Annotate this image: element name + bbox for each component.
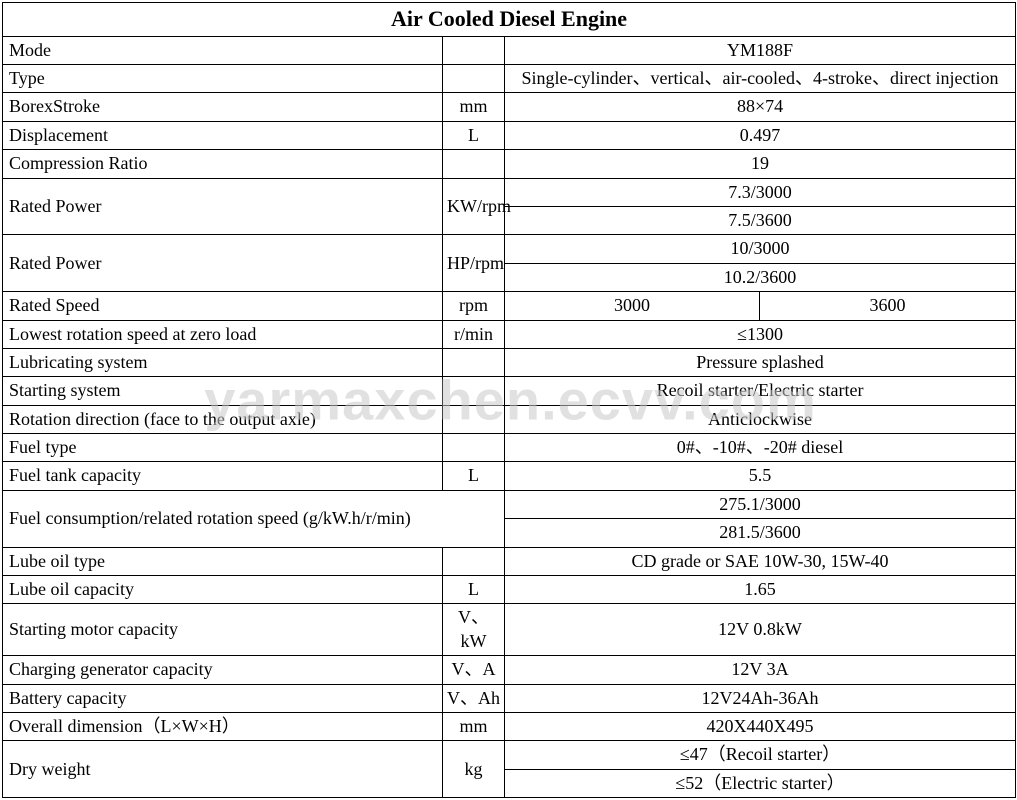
spec-value: 3000 xyxy=(505,292,760,320)
spec-label: Lube oil capacity xyxy=(3,576,443,604)
spec-label: Starting motor capacity xyxy=(3,604,443,656)
spec-label: Battery capacity xyxy=(3,684,443,712)
spec-value: 12V 3A xyxy=(505,656,1016,684)
spec-label: Fuel type xyxy=(3,434,443,462)
spec-label: Fuel consumption/related rotation speed … xyxy=(3,490,505,547)
spec-label: Lubricating system xyxy=(3,348,443,376)
spec-value: ≤47（Recoil starter） xyxy=(505,741,1016,769)
spec-value: Anticlockwise xyxy=(505,405,1016,433)
spec-unit xyxy=(443,405,505,433)
spec-unit: HP/rpm xyxy=(443,235,505,292)
spec-value: CD grade or SAE 10W-30, 15W-40 xyxy=(505,547,1016,575)
spec-label: BorexStroke xyxy=(3,93,443,121)
spec-label: Mode xyxy=(3,36,443,64)
spec-value: 5.5 xyxy=(505,462,1016,490)
spec-label: Dry weight xyxy=(3,741,443,798)
spec-value: 275.1/3000 xyxy=(505,490,1016,518)
spec-unit xyxy=(443,64,505,92)
spec-value: Single-cylinder、vertical、air-cooled、4-st… xyxy=(505,64,1016,92)
spec-label: Rated Speed xyxy=(3,292,443,320)
spec-unit: mm xyxy=(443,93,505,121)
spec-unit: rpm xyxy=(443,292,505,320)
spec-unit xyxy=(443,377,505,405)
spec-value: 1.65 xyxy=(505,576,1016,604)
spec-unit: V、Ah xyxy=(443,684,505,712)
spec-unit: mm xyxy=(443,712,505,740)
spec-unit: KW/rpm xyxy=(443,178,505,235)
spec-value: 420X440X495 xyxy=(505,712,1016,740)
spec-value: 0.497 xyxy=(505,121,1016,149)
spec-value: 7.3/3000 xyxy=(505,178,1016,206)
spec-value: 19 xyxy=(505,150,1016,178)
spec-table: Air Cooled Diesel EngineMode YM188F Type Si… xyxy=(2,2,1016,798)
spec-unit: kg xyxy=(443,741,505,798)
spec-label: Rated Power xyxy=(3,235,443,292)
spec-value: 10.2/3600 xyxy=(505,263,1016,291)
spec-unit xyxy=(443,547,505,575)
spec-unit: r/min xyxy=(443,320,505,348)
spec-unit xyxy=(443,150,505,178)
spec-label: Rated Power xyxy=(3,178,443,235)
spec-value: ≤1300 xyxy=(505,320,1016,348)
spec-label: Type xyxy=(3,64,443,92)
spec-label: Overall dimension（L×W×H） xyxy=(3,712,443,740)
spec-value: Recoil starter/Electric starter xyxy=(505,377,1016,405)
spec-value: 12V 0.8kW xyxy=(505,604,1016,656)
spec-unit: L xyxy=(443,576,505,604)
spec-label: Displacement xyxy=(3,121,443,149)
spec-value: YM188F xyxy=(505,36,1016,64)
spec-label: Fuel tank capacity xyxy=(3,462,443,490)
spec-unit: L xyxy=(443,462,505,490)
spec-value: Pressure splashed xyxy=(505,348,1016,376)
spec-unit: L xyxy=(443,121,505,149)
spec-label: Compression Ratio xyxy=(3,150,443,178)
spec-label: Rotation direction (face to the output a… xyxy=(3,405,443,433)
spec-value: 281.5/3600 xyxy=(505,519,1016,547)
spec-unit: V、kW xyxy=(443,604,505,656)
spec-value: 3600 xyxy=(760,292,1016,320)
spec-unit xyxy=(443,434,505,462)
spec-value: 88×74 xyxy=(505,93,1016,121)
spec-label: Lowest rotation speed at zero load xyxy=(3,320,443,348)
spec-unit xyxy=(443,36,505,64)
spec-value: 10/3000 xyxy=(505,235,1016,263)
spec-unit: V、A xyxy=(443,656,505,684)
spec-unit xyxy=(443,348,505,376)
spec-value: 0#、-10#、-20# diesel xyxy=(505,434,1016,462)
spec-value: 12V24Ah-36Ah xyxy=(505,684,1016,712)
spec-label: Starting system xyxy=(3,377,443,405)
spec-value: 7.5/3600 xyxy=(505,206,1016,234)
spec-value: ≤52（Electric starter） xyxy=(505,769,1016,797)
spec-label: Charging generator capacity xyxy=(3,656,443,684)
spec-label: Lube oil type xyxy=(3,547,443,575)
table-title: Air Cooled Diesel Engine xyxy=(3,3,1016,37)
spec-table-body: Air Cooled Diesel EngineMode YM188F Type Si… xyxy=(3,3,1016,798)
